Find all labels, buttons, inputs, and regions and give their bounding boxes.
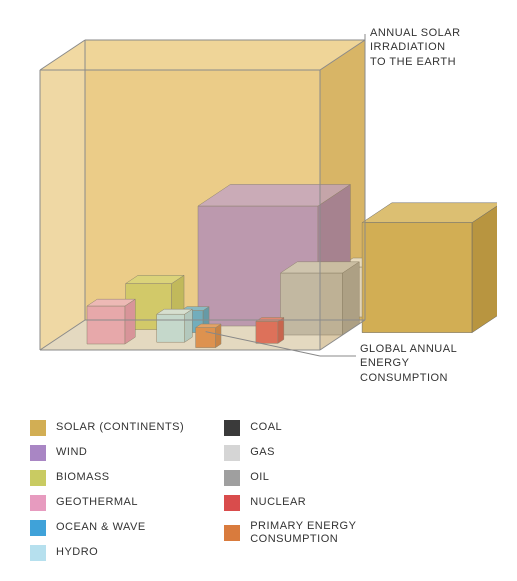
legend-label: COAL: [250, 421, 282, 434]
legend-swatch: [30, 470, 46, 486]
legend-label: WIND: [56, 446, 87, 459]
legend-label: PRIMARY ENERGYCONSUMPTION: [250, 520, 356, 546]
annotation-solar-text: ANNUAL SOLARIRRADIATIONTO THE EARTH: [370, 27, 461, 68]
legend-swatch: [224, 470, 240, 486]
legend-item: BIOMASS: [30, 470, 184, 486]
legend-label: GEOTHERMAL: [56, 496, 138, 509]
legend-column-left: SOLAR (CONTINENTS) WIND BIOMASS GEOTHERMAL O…: [30, 420, 184, 561]
legend-swatch: [224, 525, 240, 541]
legend-label: OCEAN & WAVE: [56, 521, 146, 534]
annotation-consumption-text: GLOBAL ANNUALENERGY CONSUMPTION: [360, 343, 457, 384]
legend-column-right: COAL GAS OIL NUCLEAR PRIMARY ENERGYCONSUMPTI…: [224, 420, 356, 561]
legend-item: OIL: [224, 470, 356, 486]
legend-item: GEOTHERMAL: [30, 495, 184, 511]
legend-swatch: [30, 445, 46, 461]
legend-swatch: [30, 545, 46, 561]
legend-label: OIL: [250, 471, 269, 484]
legend-item: COAL: [224, 420, 356, 436]
legend-label: GAS: [250, 446, 275, 459]
legend: SOLAR (CONTINENTS) WIND BIOMASS GEOTHERMAL O…: [20, 400, 497, 561]
legend-swatch: [224, 420, 240, 436]
legend-swatch: [30, 420, 46, 436]
legend-item: NUCLEAR: [224, 495, 356, 511]
legend-item: OCEAN & WAVE: [30, 520, 184, 536]
legend-swatch: [224, 445, 240, 461]
legend-item: GAS: [224, 445, 356, 461]
legend-item: HYDRO: [30, 545, 184, 561]
legend-label: BIOMASS: [56, 471, 110, 484]
annotation-consumption: GLOBAL ANNUALENERGY CONSUMPTION: [360, 342, 500, 385]
legend-label: HYDRO: [56, 546, 98, 559]
legend-swatch: [30, 520, 46, 536]
legend-item: SOLAR (CONTINENTS): [30, 420, 184, 436]
legend-item: WIND: [30, 445, 184, 461]
legend-item: PRIMARY ENERGYCONSUMPTION: [224, 520, 356, 546]
legend-label: SOLAR (CONTINENTS): [56, 421, 184, 434]
diagram-area: ANNUAL SOLARIRRADIATIONTO THE EARTH GLOB…: [20, 20, 497, 400]
legend-swatch: [30, 495, 46, 511]
legend-label: NUCLEAR: [250, 496, 306, 509]
annotation-solar: ANNUAL SOLARIRRADIATIONTO THE EARTH: [370, 26, 500, 69]
legend-swatch: [224, 495, 240, 511]
